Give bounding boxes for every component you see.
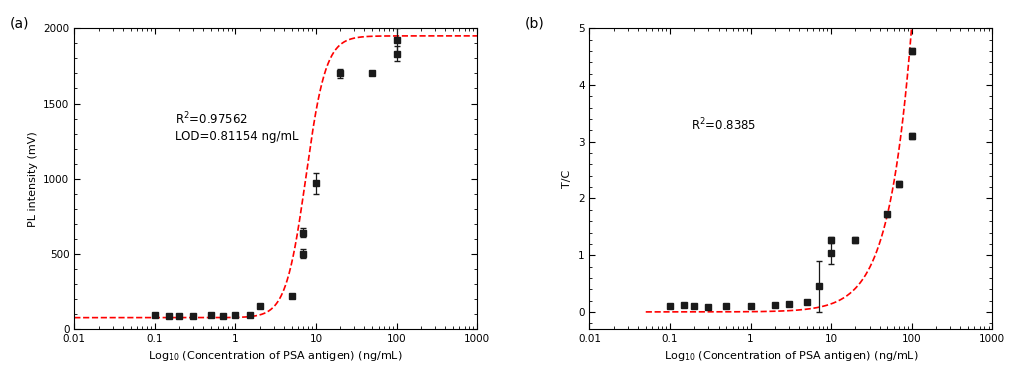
Text: (a): (a) xyxy=(10,16,30,30)
Y-axis label: T/C: T/C xyxy=(562,169,572,188)
Text: (b): (b) xyxy=(525,16,545,30)
Y-axis label: PL intensity (mV): PL intensity (mV) xyxy=(28,131,38,226)
X-axis label: Log$_{10}$ (Concentration of PSA antigen) (ng/mL): Log$_{10}$ (Concentration of PSA antigen… xyxy=(148,349,403,363)
Text: R$^{2}$=0.8385: R$^{2}$=0.8385 xyxy=(691,117,756,133)
X-axis label: Log$_{10}$ (Concentration of PSA antigen) (ng/mL): Log$_{10}$ (Concentration of PSA antigen… xyxy=(663,349,918,363)
Text: R$^{2}$=0.97562
LOD=0.81154 ng/mL: R$^{2}$=0.97562 LOD=0.81154 ng/mL xyxy=(176,111,298,142)
